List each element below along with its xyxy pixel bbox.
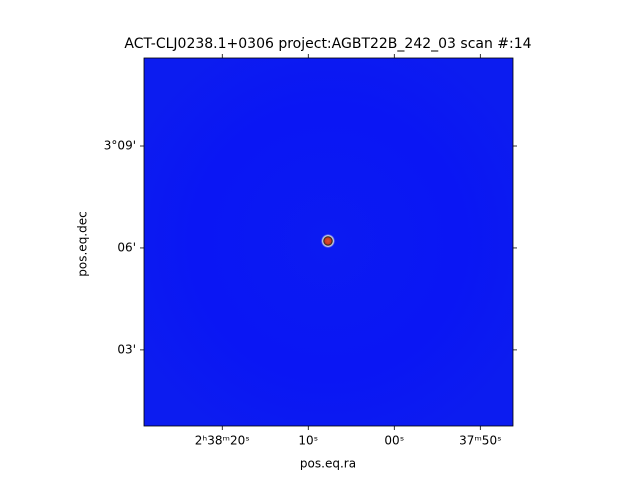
x-tick-label: 37ᵐ50ˢ (459, 434, 502, 448)
chart-title: ACT-CLJ0238.1+0306 project:AGBT22B_242_0… (124, 36, 531, 52)
x-tick-label: 00ˢ (384, 434, 404, 448)
source (321, 234, 335, 248)
y-axis-label: pos.eq.dec (76, 211, 90, 276)
x-tick-label: 2ʰ38ᵐ20ˢ (195, 434, 250, 448)
y-tick-label: 3°09' (104, 139, 136, 153)
frame (143, 57, 514, 427)
x-axis-label: pos.eq.ra (300, 457, 356, 471)
y-tick-label: 06' (117, 240, 136, 254)
x-tick-label: 10ˢ (298, 434, 318, 448)
y-tick-label: 03' (117, 342, 136, 356)
